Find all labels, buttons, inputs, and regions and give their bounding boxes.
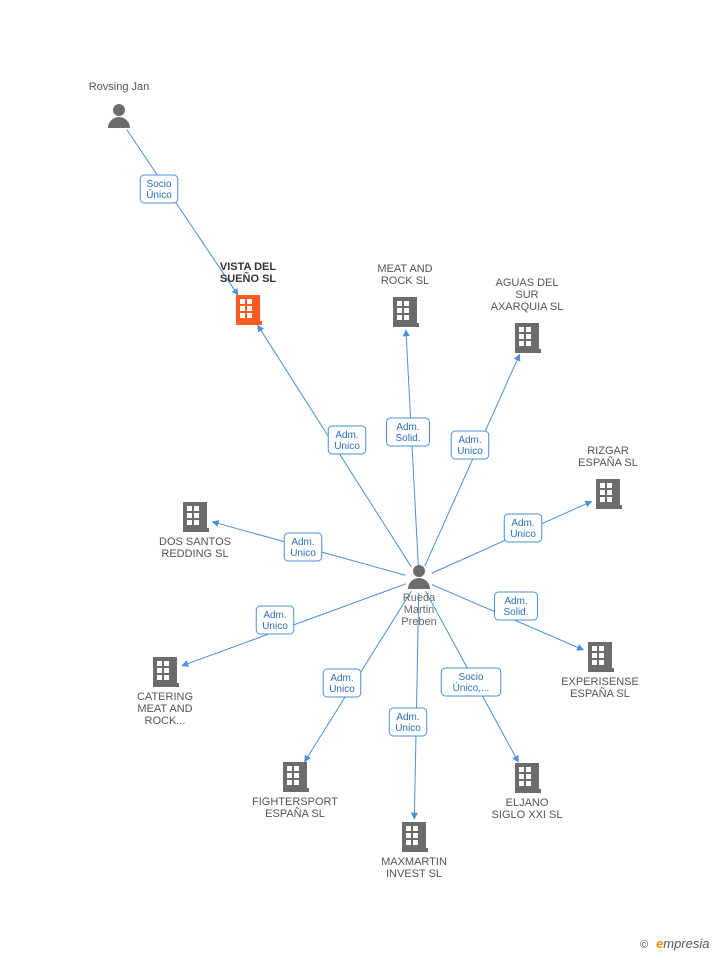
- edge-label: Adm.Unico: [451, 431, 489, 459]
- building-icon: [402, 822, 428, 852]
- svg-text:Único,...: Único,...: [453, 681, 490, 694]
- node-label: ROCK...: [145, 715, 186, 727]
- node-label: RIZGAR: [587, 445, 629, 457]
- company-node[interactable]: ELJANOSIGLO XXI SL: [492, 763, 563, 821]
- svg-text:Unico: Unico: [329, 684, 355, 695]
- node-label: Martin: [404, 604, 435, 616]
- edge: [406, 330, 418, 565]
- company-node[interactable]: VISTA DELSUEÑO SL: [220, 261, 277, 325]
- building-icon: [153, 657, 179, 687]
- svg-text:Adm.: Adm.: [504, 596, 527, 607]
- person-node[interactable]: Rovsing Jan: [89, 81, 150, 128]
- company-node[interactable]: EXPERISENSEESPAÑA SL: [561, 642, 639, 700]
- node-label: CATERING: [137, 691, 193, 703]
- brand-name: empresia: [656, 936, 709, 951]
- node-label: Rueda: [403, 592, 436, 604]
- node-label: SIGLO XXI SL: [492, 809, 563, 821]
- building-icon: [283, 762, 309, 792]
- company-node[interactable]: MEAT ANDROCK SL: [377, 263, 432, 327]
- company-node[interactable]: AGUAS DELSURAXARQUIA SL: [491, 277, 564, 353]
- node-label: Rovsing Jan: [89, 81, 150, 93]
- node-label: AGUAS DEL: [496, 277, 559, 289]
- person-icon: [408, 565, 430, 589]
- company-node[interactable]: MAXMARTININVEST SL: [381, 822, 447, 880]
- network-diagram: SocioÚnicoAdm.UnicoAdm.Solid.Adm.UnicoAd…: [0, 0, 728, 960]
- node-label: Preben: [401, 616, 436, 628]
- svg-text:Unico: Unico: [395, 723, 421, 734]
- svg-text:Adm.: Adm.: [335, 430, 358, 441]
- building-icon: [183, 502, 209, 532]
- svg-text:Unico: Unico: [334, 441, 360, 452]
- node-label: ROCK SL: [381, 275, 429, 287]
- edge-label: Adm.Unico: [389, 708, 427, 736]
- node-label: MEAT AND: [377, 263, 432, 275]
- svg-text:Solid.: Solid.: [395, 433, 420, 444]
- svg-text:Único: Único: [146, 188, 172, 201]
- svg-text:Unico: Unico: [510, 529, 536, 540]
- svg-text:Unico: Unico: [290, 548, 316, 559]
- edge-label: Adm.Solid.: [495, 592, 538, 620]
- building-icon: [596, 479, 622, 509]
- node-label: VISTA DEL: [220, 261, 277, 273]
- node-label: REDDING SL: [161, 548, 228, 560]
- person-node[interactable]: RuedaMartinPreben: [401, 565, 436, 628]
- node-label: SUEÑO SL: [220, 272, 277, 285]
- svg-text:Socio: Socio: [458, 672, 483, 683]
- svg-text:Adm.: Adm.: [291, 537, 314, 548]
- company-node[interactable]: RIZGARESPAÑA SL: [578, 445, 638, 509]
- node-label: EXPERISENSE: [561, 676, 639, 688]
- building-icon: [393, 297, 419, 327]
- edge-label: SocioÚnico,...: [441, 668, 501, 696]
- node-label: DOS SANTOS: [159, 536, 231, 548]
- edge-label: Adm.Unico: [256, 606, 294, 634]
- building-icon: [588, 642, 614, 672]
- svg-text:Adm.: Adm.: [511, 518, 534, 529]
- edge-label: Adm.Solid.: [387, 418, 430, 446]
- svg-text:Unico: Unico: [262, 621, 288, 632]
- edge-label: Adm.Unico: [504, 514, 542, 542]
- edge-label: SocioÚnico: [140, 175, 178, 203]
- node-label: ESPAÑA SL: [578, 456, 638, 469]
- company-node[interactable]: FIGHTERSPORTESPAÑA SL: [252, 762, 338, 820]
- svg-text:Adm.: Adm.: [396, 712, 419, 723]
- svg-text:Adm.: Adm.: [396, 422, 419, 433]
- svg-text:Socio: Socio: [146, 179, 171, 190]
- person-icon: [108, 104, 130, 128]
- node-label: ESPAÑA SL: [570, 687, 630, 700]
- copyright-symbol: ©: [640, 939, 648, 951]
- building-icon: [515, 323, 541, 353]
- node-label: MEAT AND: [137, 703, 192, 715]
- building-icon: [515, 763, 541, 793]
- svg-text:Solid.: Solid.: [503, 607, 528, 618]
- building-icon: [236, 295, 262, 325]
- node-label: ESPAÑA SL: [265, 807, 325, 820]
- node-label: INVEST SL: [386, 868, 442, 880]
- svg-text:Unico: Unico: [457, 446, 483, 457]
- copyright: © empresia: [640, 936, 709, 951]
- company-node[interactable]: DOS SANTOSREDDING SL: [159, 502, 231, 560]
- node-label: SUR: [515, 289, 538, 301]
- edge-label: Adm.Unico: [328, 426, 366, 454]
- node-label: ELJANO: [506, 797, 549, 809]
- edge-label: Adm.Unico: [323, 669, 361, 697]
- node-label: AXARQUIA SL: [491, 301, 564, 313]
- node-label: MAXMARTIN: [381, 856, 447, 868]
- svg-text:Adm.: Adm.: [330, 673, 353, 684]
- svg-text:Adm.: Adm.: [263, 610, 286, 621]
- svg-text:Adm.: Adm.: [458, 435, 481, 446]
- edge-label: Adm.Unico: [284, 533, 322, 561]
- node-label: FIGHTERSPORT: [252, 796, 338, 808]
- company-node[interactable]: CATERINGMEAT ANDROCK...: [137, 657, 193, 727]
